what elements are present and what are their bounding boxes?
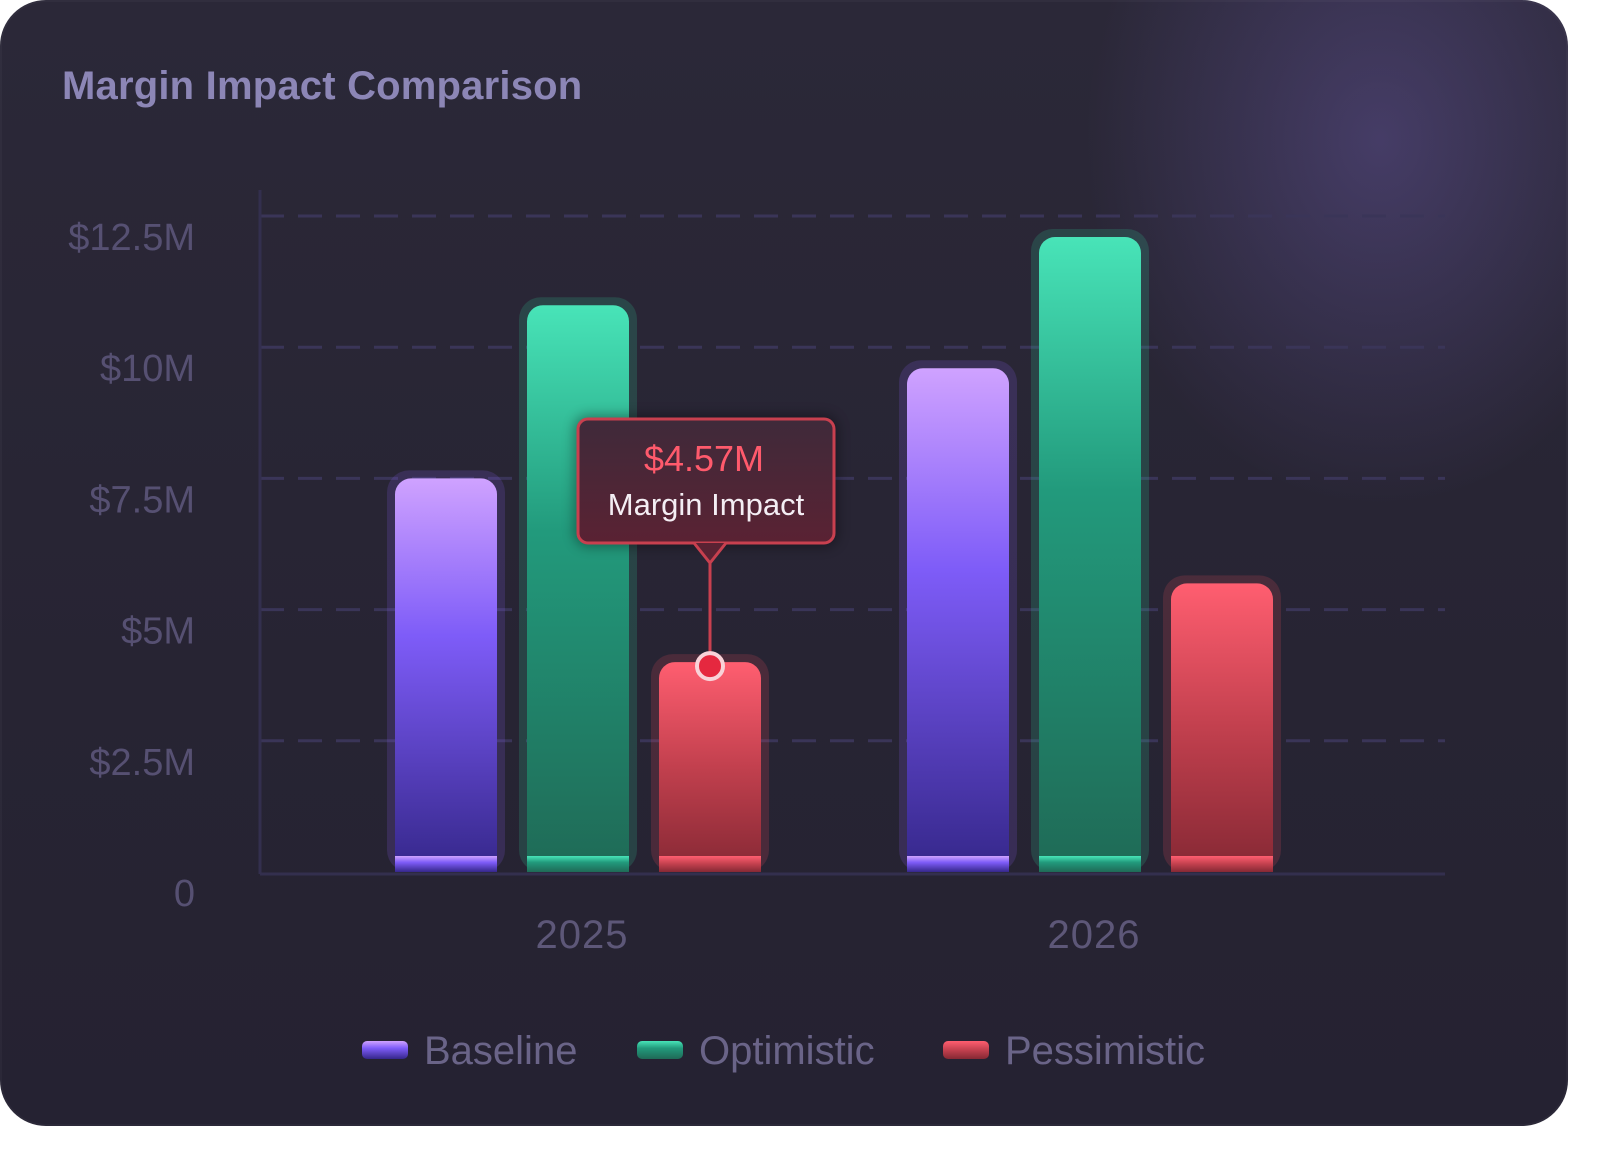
bar-base — [395, 856, 497, 872]
bar-pessimistic-2025[interactable] — [659, 662, 761, 872]
y-tick-label: $5M — [121, 611, 195, 653]
y-tick-label: $7.5M — [89, 479, 195, 521]
bar-optimistic-2025[interactable] — [527, 305, 629, 872]
legend-swatch-baseline — [362, 1041, 408, 1059]
bar-baseline-2026[interactable] — [907, 368, 1009, 872]
legend-swatch-pessimistic — [943, 1041, 989, 1059]
bar-optimistic-2026[interactable] — [1039, 236, 1141, 872]
tooltip-marker — [695, 651, 725, 682]
tooltip-value: $4.57M — [644, 438, 764, 479]
legend-label-pessimistic[interactable]: Pessimistic — [1005, 1029, 1205, 1073]
bar-chart: 0 $2.5M $5M $7.5M $10M $12.5M 2025 2026 $4.57M… — [68, 190, 1445, 1073]
legend-label-optimistic[interactable]: Optimistic — [699, 1029, 875, 1073]
y-tick-label: $10M — [100, 348, 195, 390]
bar-base — [659, 856, 761, 872]
legend-label-baseline[interactable]: Baseline — [424, 1029, 577, 1073]
tooltip-label: Margin Impact — [608, 487, 805, 522]
y-tick-label: 0 — [174, 873, 195, 915]
x-tick-label: 2026 — [1048, 913, 1141, 957]
tooltip: $4.57M Margin Impact — [574, 415, 838, 682]
chart-card: Margin Impact Comparison — [0, 0, 1568, 1126]
x-tick-label: 2025 — [536, 913, 629, 957]
bar-base — [527, 856, 629, 872]
axes — [258, 190, 1445, 876]
bar-pessimistic-2026[interactable] — [1171, 583, 1273, 872]
tooltip-pointer — [692, 542, 728, 565]
y-axis-ticks: 0 $2.5M $5M $7.5M $10M $12.5M — [68, 217, 195, 915]
bar-baseline-2025[interactable] — [395, 478, 497, 872]
chart-title: Margin Impact Comparison — [62, 64, 583, 108]
y-tick-label: $2.5M — [89, 742, 195, 784]
x-axis-labels: 2025 2026 — [536, 913, 1141, 957]
bar-base — [1039, 856, 1141, 872]
legend-swatch-optimistic — [637, 1041, 683, 1059]
bar-base — [1171, 856, 1273, 872]
bar-base — [907, 856, 1009, 872]
legend: Baseline Optimistic Pessimistic — [362, 1029, 1205, 1073]
y-tick-label: $12.5M — [68, 217, 195, 259]
bars — [387, 228, 1281, 872]
